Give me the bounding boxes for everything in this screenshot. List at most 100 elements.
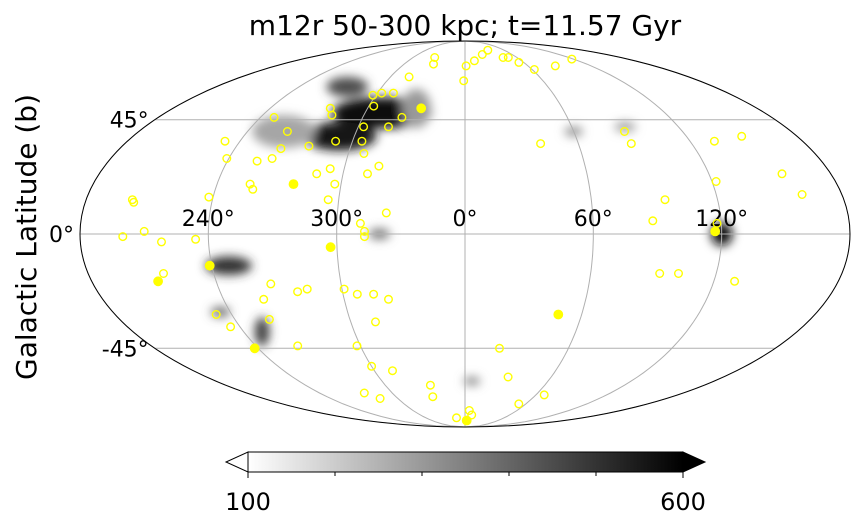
latitude-tick-labels: 45° 0° -45°	[49, 109, 149, 363]
open-marker	[381, 208, 391, 218]
colorbar-extend-high	[682, 451, 707, 473]
colorbar-label-min: 100	[225, 488, 271, 516]
meridian-line	[336, 41, 466, 427]
open-marker	[369, 289, 379, 299]
open-marker	[248, 184, 258, 194]
open-marker	[737, 131, 747, 141]
open-marker	[323, 195, 333, 205]
colorbar-extend-low	[224, 451, 249, 473]
meridian-line	[464, 41, 723, 427]
open-marker	[266, 279, 276, 289]
open-marker	[539, 390, 549, 400]
open-marker	[204, 192, 214, 202]
open-marker	[529, 64, 539, 74]
open-marker	[293, 341, 303, 351]
open-marker	[620, 126, 630, 136]
chart-title: m12r 50-300 kpc; t=11.57 Gyr	[249, 9, 682, 42]
density-blob	[205, 256, 252, 275]
open-marker	[282, 126, 292, 136]
open-marker	[359, 388, 369, 398]
open-marker	[429, 59, 439, 69]
latitude-tick-label: 0°	[49, 223, 74, 248]
open-marker	[220, 136, 230, 146]
density-blob	[254, 317, 270, 347]
colorbar-label-max: 600	[660, 488, 706, 516]
open-marker	[293, 287, 303, 297]
open-marker	[483, 45, 493, 55]
open-marker	[129, 197, 139, 207]
open-marker	[430, 53, 440, 63]
filled-marker	[288, 179, 299, 190]
open-marker	[503, 53, 513, 63]
filled-marker	[553, 309, 564, 320]
open-marker	[459, 76, 469, 86]
open-marker	[359, 148, 369, 158]
open-marker	[514, 57, 524, 67]
open-marker	[514, 399, 524, 409]
open-marker	[367, 361, 377, 371]
longitude-tick-label: 300°	[310, 207, 363, 232]
open-marker	[464, 406, 474, 416]
open-marker	[550, 61, 560, 71]
open-marker	[384, 294, 394, 304]
open-marker	[730, 276, 740, 286]
filled-marker	[153, 276, 164, 287]
open-marker	[498, 53, 508, 63]
longitude-tick-label: 0°	[453, 207, 478, 232]
filled-marker	[416, 103, 427, 114]
open-marker	[352, 289, 362, 299]
open-marker	[388, 366, 398, 376]
open-marker	[626, 139, 636, 149]
filled-marker	[461, 415, 472, 426]
open-marker	[797, 189, 807, 199]
open-marker	[503, 372, 513, 382]
open-marker	[245, 179, 255, 189]
open-marker	[567, 54, 577, 64]
open-marker	[777, 169, 787, 179]
latitude-tick-label: 45°	[110, 109, 149, 134]
open-marker	[674, 269, 684, 279]
map-boundary	[79, 40, 851, 428]
open-marker	[467, 410, 477, 420]
open-marker	[357, 136, 367, 146]
open-marker	[495, 343, 505, 353]
filled-marker	[710, 226, 721, 237]
meridian-line	[464, 41, 594, 427]
open-marker	[304, 141, 314, 151]
open-marker	[469, 56, 479, 66]
open-marker	[339, 284, 349, 294]
density-blob	[614, 122, 636, 132]
open-marker	[267, 153, 277, 163]
open-marker	[368, 90, 378, 100]
density-blob	[210, 307, 231, 317]
open-marker	[259, 294, 269, 304]
open-marker	[191, 234, 201, 244]
open-marker	[211, 310, 221, 320]
open-marker	[360, 232, 370, 242]
open-marker	[252, 156, 262, 166]
open-marker	[330, 179, 340, 189]
open-marker	[397, 112, 407, 122]
filled-marker	[325, 242, 336, 253]
open-marker	[118, 232, 128, 242]
latitude-tick-label: -45°	[102, 337, 149, 362]
colorbar-gradient	[247, 451, 684, 473]
density-blob	[401, 88, 431, 128]
open-marker	[363, 169, 373, 179]
filled-marker	[204, 260, 215, 271]
open-marker	[371, 317, 381, 327]
open-marker	[360, 226, 370, 236]
longitude-tick-label: 240°	[182, 207, 235, 232]
open-marker	[425, 380, 435, 390]
open-marker	[711, 176, 721, 186]
open-marker	[331, 136, 341, 146]
open-marker	[312, 169, 322, 179]
open-marker	[264, 314, 274, 324]
meridian-line	[207, 41, 466, 427]
open-marker	[536, 139, 546, 149]
open-marker	[325, 164, 335, 174]
open-marker	[156, 237, 166, 247]
open-marker	[276, 144, 286, 154]
density-map	[205, 77, 733, 386]
